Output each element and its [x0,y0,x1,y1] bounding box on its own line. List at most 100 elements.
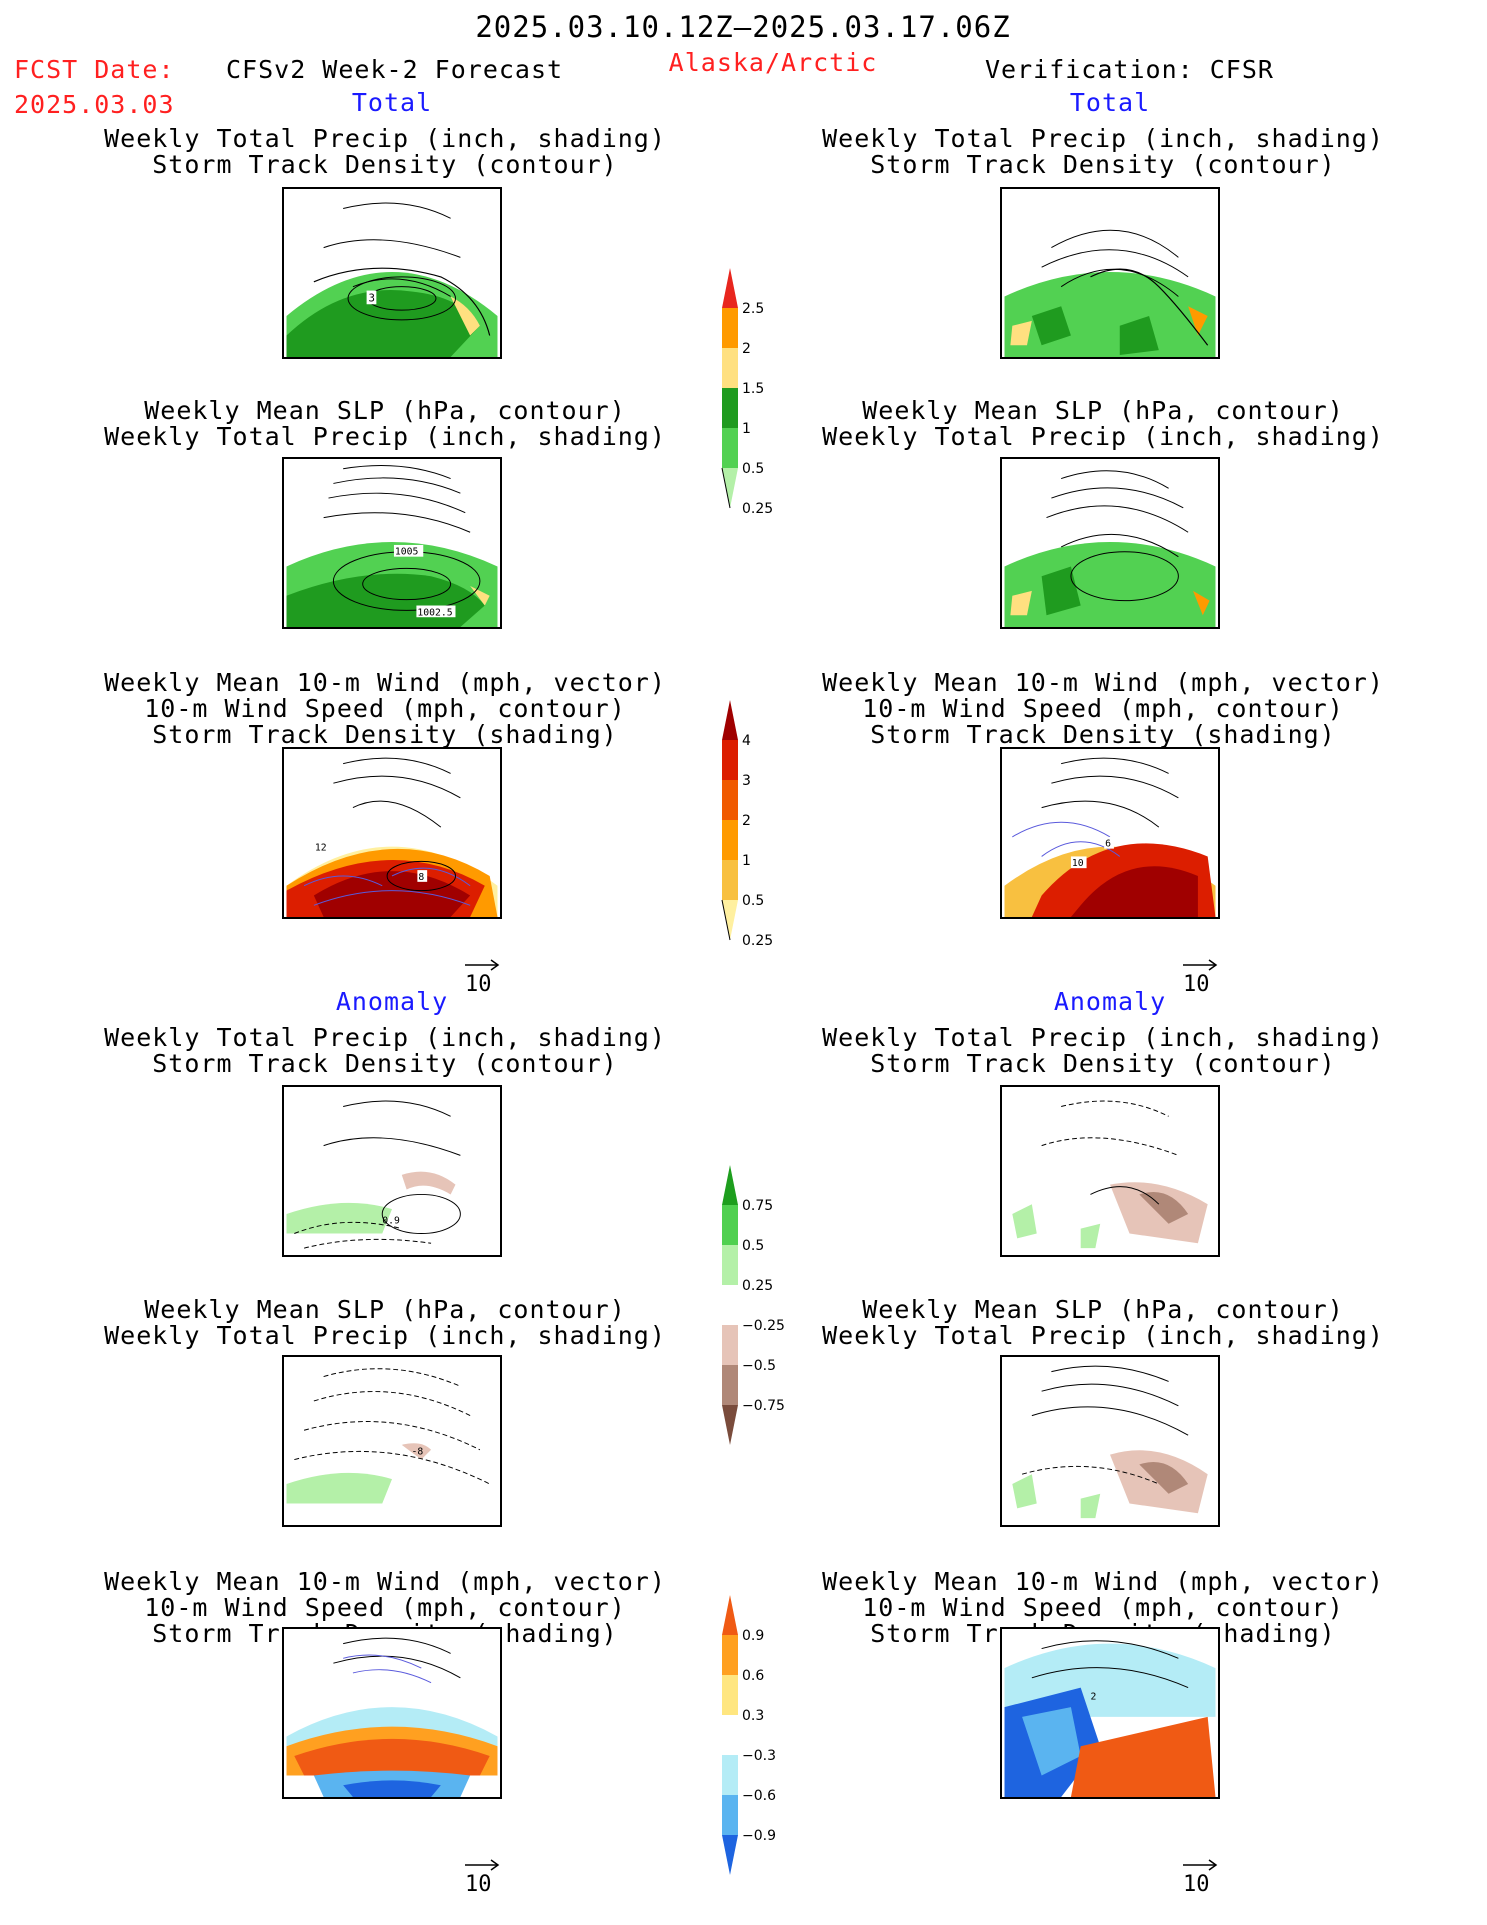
colorbar-tick-label: 4 [742,733,751,749]
map-anom-precip-forecast: 0.9 [282,1085,502,1257]
colorbar-tick-label: −0.75 [742,1398,785,1414]
contour-label: 10 [1072,858,1084,869]
caption-total-precip-left: Weekly Total Precip (inch, shading) Storm… [104,124,666,179]
colorbar-segment [722,428,738,468]
colorbar-segment [722,820,738,860]
colorbar-segment [722,700,738,740]
colorbar-track-total: 4 3 2 1 0.5 0.25 [721,700,812,984]
contour-label: 6 [1105,839,1111,850]
section-total-left: Total [351,88,433,117]
colorbar-segment [722,1245,738,1285]
colorbar-segment [722,1165,738,1205]
fcst-date-label: FCST Date: [14,55,175,84]
colorbar-segment [722,1835,738,1875]
colorbar-segment [722,1595,738,1635]
section-anomaly-left: Anomaly [335,987,449,1016]
ref-vector-anom-right: 10 [1183,1858,1219,1897]
colorbar-precip-anom: 0.75 0.5 0.25 −0.25 −0.5 −0.75 [722,1165,812,1449]
arrow-icon [1183,959,1218,971]
colorbar-tick-label: −0.6 [742,1788,776,1804]
colorbar-segment [722,1635,738,1675]
caption-anom-wind-left: Weekly Mean 10-m Wind (mph, vector) 10-m … [104,1567,666,1648]
caption-total-slp-left: Weekly Mean SLP (hPa, contour) Weekly Tot… [104,396,666,451]
colorbar-segment [722,1675,738,1715]
contour-label: 1002.5 [417,607,452,618]
map-anom-precip-verification [1000,1085,1220,1257]
map-total-slp-forecast: 1005 1002.5 [282,457,502,629]
colorbar-tick-label: 0.5 [742,1238,764,1254]
colorbar-segment [722,388,738,428]
colorbar-tick-label: −0.25 [742,1318,785,1334]
colorbar-tick-label: 1.5 [742,381,764,397]
colorbar-tick-label: 0.5 [742,461,764,477]
contour-label: 12 [315,843,327,854]
colorbar-segment [722,740,738,780]
colorbar-tick-label: 1 [742,421,751,437]
map-anom-slp-verification [1000,1355,1220,1527]
colorbar-tick-label: 0.25 [742,1278,773,1294]
colorbar-tick-label: 1 [742,853,751,869]
contour-label: 8 [418,872,424,883]
ref-vector-total-left: 10 [465,958,501,997]
colorbar-precip-total: 2.5 2 1.5 1 0.5 0.25 [721,268,812,552]
colorbar-segment [722,860,738,900]
colorbar-track-anom: 0.9 0.6 0.3 −0.3 −0.6 −0.9 [722,1595,812,1879]
arrow-icon [465,1859,500,1871]
map-anom-wind-verification: 2 [1000,1627,1220,1799]
colorbar-tick-label: 0.5 [742,893,764,909]
colorbar-segment [722,900,738,940]
colorbar-segment [722,268,738,308]
contour-label: 0.9 [382,1216,400,1227]
colorbar-tick-label: 3 [742,773,751,789]
colorbar-tick-label: 2 [742,813,751,829]
ref-vector-anom-left: 10 [465,1858,501,1897]
map-total-precip-verification [1000,187,1220,359]
map-total-wind-forecast: 12 8 [282,747,502,919]
caption-total-wind-left: Weekly Mean 10-m Wind (mph, vector) 10-m … [104,668,666,749]
colorbar-segment [722,468,738,508]
forecast-title: CFSv2 Week-2 Forecast [226,55,564,84]
ref-vector-total-right: 10 [1183,958,1219,997]
colorbar-tick-label: 2 [742,341,751,357]
arrow-icon [465,959,500,971]
caption-total-wind-right: Weekly Mean 10-m Wind (mph, vector) 10-m … [822,668,1384,749]
colorbar-tick-label: 0.6 [742,1668,764,1684]
map-total-precip-forecast: 3 [282,187,502,359]
caption-anom-precip-left: Weekly Total Precip (inch, shading) Storm… [104,1023,666,1078]
colorbar-segment [722,1755,738,1795]
colorbar-segment [722,780,738,820]
caption-anom-slp-right: Weekly Mean SLP (hPa, contour) Weekly Tot… [822,1295,1384,1350]
region-title: Alaska/Arctic [668,48,878,77]
colorbar-segment [722,1405,738,1445]
arrow-icon [1183,1859,1218,1871]
contour-label: -8 [412,1447,424,1458]
colorbar-tick-label: −0.5 [742,1358,776,1374]
map-anom-slp-forecast: -8 [282,1355,502,1527]
colorbar-segment [722,1795,738,1835]
colorbar-tick-label: 0.75 [742,1198,773,1214]
colorbar-segment [722,1365,738,1405]
caption-anom-precip-right: Weekly Total Precip (inch, shading) Storm… [822,1023,1384,1078]
verification-title: Verification: CFSR [985,55,1274,84]
contour-label: 3 [369,291,375,304]
section-total-right: Total [1069,88,1151,117]
colorbar-segment [722,308,738,348]
colorbar-segment [722,1285,738,1325]
colorbar-tick-label: 0.25 [742,933,773,949]
colorbar-tick-label: −0.3 [742,1748,776,1764]
caption-total-slp-right: Weekly Mean SLP (hPa, contour) Weekly Tot… [822,396,1384,451]
map-total-wind-verification: 6 10 [1000,747,1220,919]
colorbar-tick-label: −0.9 [742,1828,776,1844]
colorbar-segment [722,1325,738,1365]
colorbar-tick-label: 0.9 [742,1628,764,1644]
date-range-title: 2025.03.10.12Z–2025.03.17.06Z [475,10,1011,44]
colorbar-segment [722,1715,738,1755]
colorbar-segment [722,348,738,388]
colorbar-tick-label: 0.3 [742,1708,764,1724]
contour-label: 2 [1090,1691,1096,1702]
colorbar-segment [722,1205,738,1245]
map-total-slp-verification [1000,457,1220,629]
caption-anom-slp-left: Weekly Mean SLP (hPa, contour) Weekly Tot… [104,1295,666,1350]
colorbar-tick-label: 2.5 [742,301,764,317]
map-anom-wind-forecast [282,1627,502,1799]
